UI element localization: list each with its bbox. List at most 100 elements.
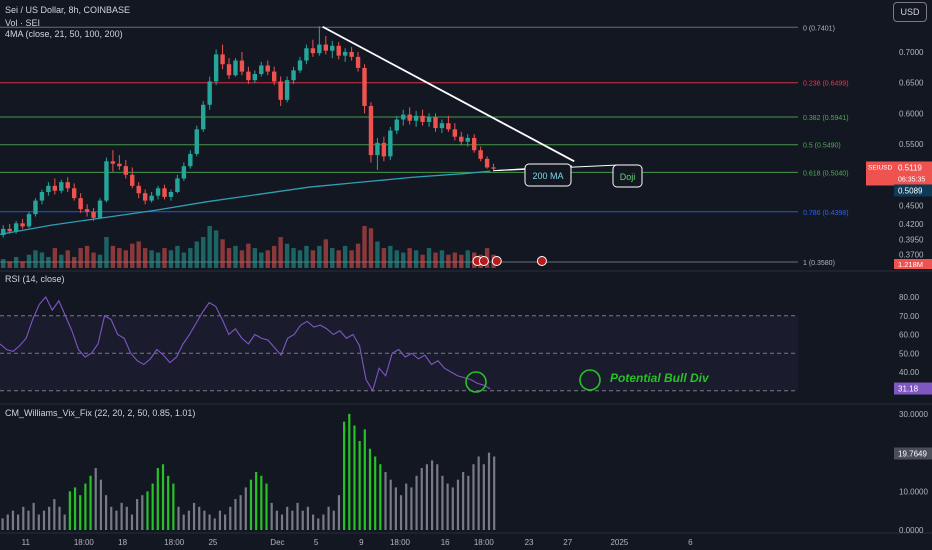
candle-body: [304, 48, 309, 61]
volume-bar: [304, 245, 309, 268]
volume-bar: [317, 245, 322, 268]
trendline: [322, 25, 575, 163]
candle-body: [478, 150, 483, 159]
candle-body: [265, 65, 270, 72]
rsi-indicator-label[interactable]: RSI (14, close): [5, 274, 65, 284]
volume-bar: [323, 239, 329, 268]
volume-bar: [33, 250, 38, 268]
bull-div-annotation: Potential Bull Div: [610, 371, 710, 385]
candle-body: [413, 115, 419, 121]
event-flag-icon: [478, 256, 489, 266]
volume-bar: [452, 252, 458, 268]
fib-level-label: 1 (0.3580): [803, 260, 835, 267]
candle-body: [433, 117, 438, 129]
candle-body: [52, 185, 58, 191]
volume-bar: [368, 228, 374, 268]
candle-body: [381, 142, 387, 157]
volume-bar: [220, 239, 225, 268]
ma-indicator-label[interactable]: 4MA (close, 21, 50, 100, 200): [5, 29, 123, 39]
candle-body: [226, 64, 232, 76]
volume-bar: [1, 259, 6, 268]
volume-bar: [97, 254, 103, 268]
volume-bar: [59, 254, 64, 268]
candle-body: [439, 123, 445, 129]
ma200-line: [0, 170, 491, 236]
candle-body: [349, 51, 354, 57]
volume-bar: [246, 243, 251, 268]
volume-bar: [91, 252, 96, 268]
vix-value-tag: [894, 447, 932, 460]
volume-bar: [162, 248, 167, 268]
price-tick-label: 0.5500: [899, 140, 924, 149]
time-tick-label: 18: [118, 538, 127, 547]
volume-bar: [39, 252, 45, 268]
candle-body: [155, 188, 161, 196]
volume-bar: [46, 256, 51, 268]
fib-level-label: 0.786 (0.4398): [803, 210, 849, 217]
candle-body: [484, 158, 490, 168]
rsi-value-tag: [894, 382, 932, 395]
doji-annotation: Doji: [620, 172, 636, 182]
rsi-divergence-circle: [579, 369, 601, 391]
candle-body: [91, 211, 96, 218]
rsi-tick-label: 80.00: [899, 293, 920, 302]
price-tick-label: 0.7000: [899, 48, 924, 57]
candle-body: [246, 71, 251, 81]
volume-bar: [26, 254, 32, 268]
time-tick-label: 11: [22, 538, 31, 547]
doji-annotation-box: [612, 164, 643, 188]
vix-indicator-label[interactable]: CM_Williams_Vix_Fix (22, 20, 2, 50, 0.85…: [5, 408, 196, 418]
volume-bar: [65, 250, 70, 268]
rsi-tick-label: 50.00: [899, 349, 920, 358]
event-flag-icon: [536, 256, 547, 266]
volume-indicator-label[interactable]: Vol · SEI: [5, 18, 41, 28]
candle-body: [71, 188, 77, 199]
volume-bar: [239, 250, 245, 268]
vix-tick-label: 10.0000: [899, 487, 928, 496]
time-tick-label: 18:00: [164, 538, 185, 547]
volume-bar: [155, 252, 161, 268]
volume-value: 1.218M: [898, 260, 923, 269]
time-tick-label: 18:00: [474, 538, 495, 547]
volume-bar: [394, 250, 399, 268]
candle-body: [33, 200, 38, 215]
candle-body: [278, 81, 283, 100]
candle-body: [342, 51, 348, 56]
candle-body: [26, 214, 32, 227]
volume-bar: [71, 256, 77, 268]
volume-bar: [265, 250, 270, 268]
time-tick-label: 5: [314, 538, 319, 547]
time-tick-label: 23: [525, 538, 534, 547]
volume-bar: [168, 250, 174, 268]
volume-bar: [439, 250, 445, 268]
candle-body: [362, 67, 367, 106]
volume-bar: [330, 248, 335, 268]
candle-body: [291, 70, 296, 81]
volume-bar: [142, 248, 148, 268]
symbol-title: Sei / US Dollar, 8h, COINBASE: [5, 5, 131, 15]
volume-bar: [84, 245, 90, 268]
candle-body: [401, 114, 406, 120]
candle-body: [39, 191, 45, 201]
time-tick-label: 2025: [610, 538, 628, 547]
candle-body: [446, 123, 451, 130]
volume-bar: [465, 250, 470, 268]
candle-body: [465, 137, 470, 142]
candle-body: [168, 191, 174, 197]
volume-bar: [52, 248, 58, 268]
candle-body: [407, 114, 412, 121]
candle-body: [59, 182, 64, 191]
candle-body: [97, 200, 103, 218]
currency-button[interactable]: USD: [893, 2, 927, 22]
volume-bar: [123, 250, 129, 268]
candle-body: [7, 228, 12, 232]
candle-body: [104, 161, 109, 201]
volume-bar: [388, 245, 393, 268]
candle-body: [388, 130, 393, 157]
candle-body: [46, 185, 51, 192]
candle-body: [394, 119, 399, 131]
candle-body: [220, 54, 225, 65]
candle-body: [239, 60, 245, 72]
rsi-divergence-circle: [465, 371, 487, 393]
